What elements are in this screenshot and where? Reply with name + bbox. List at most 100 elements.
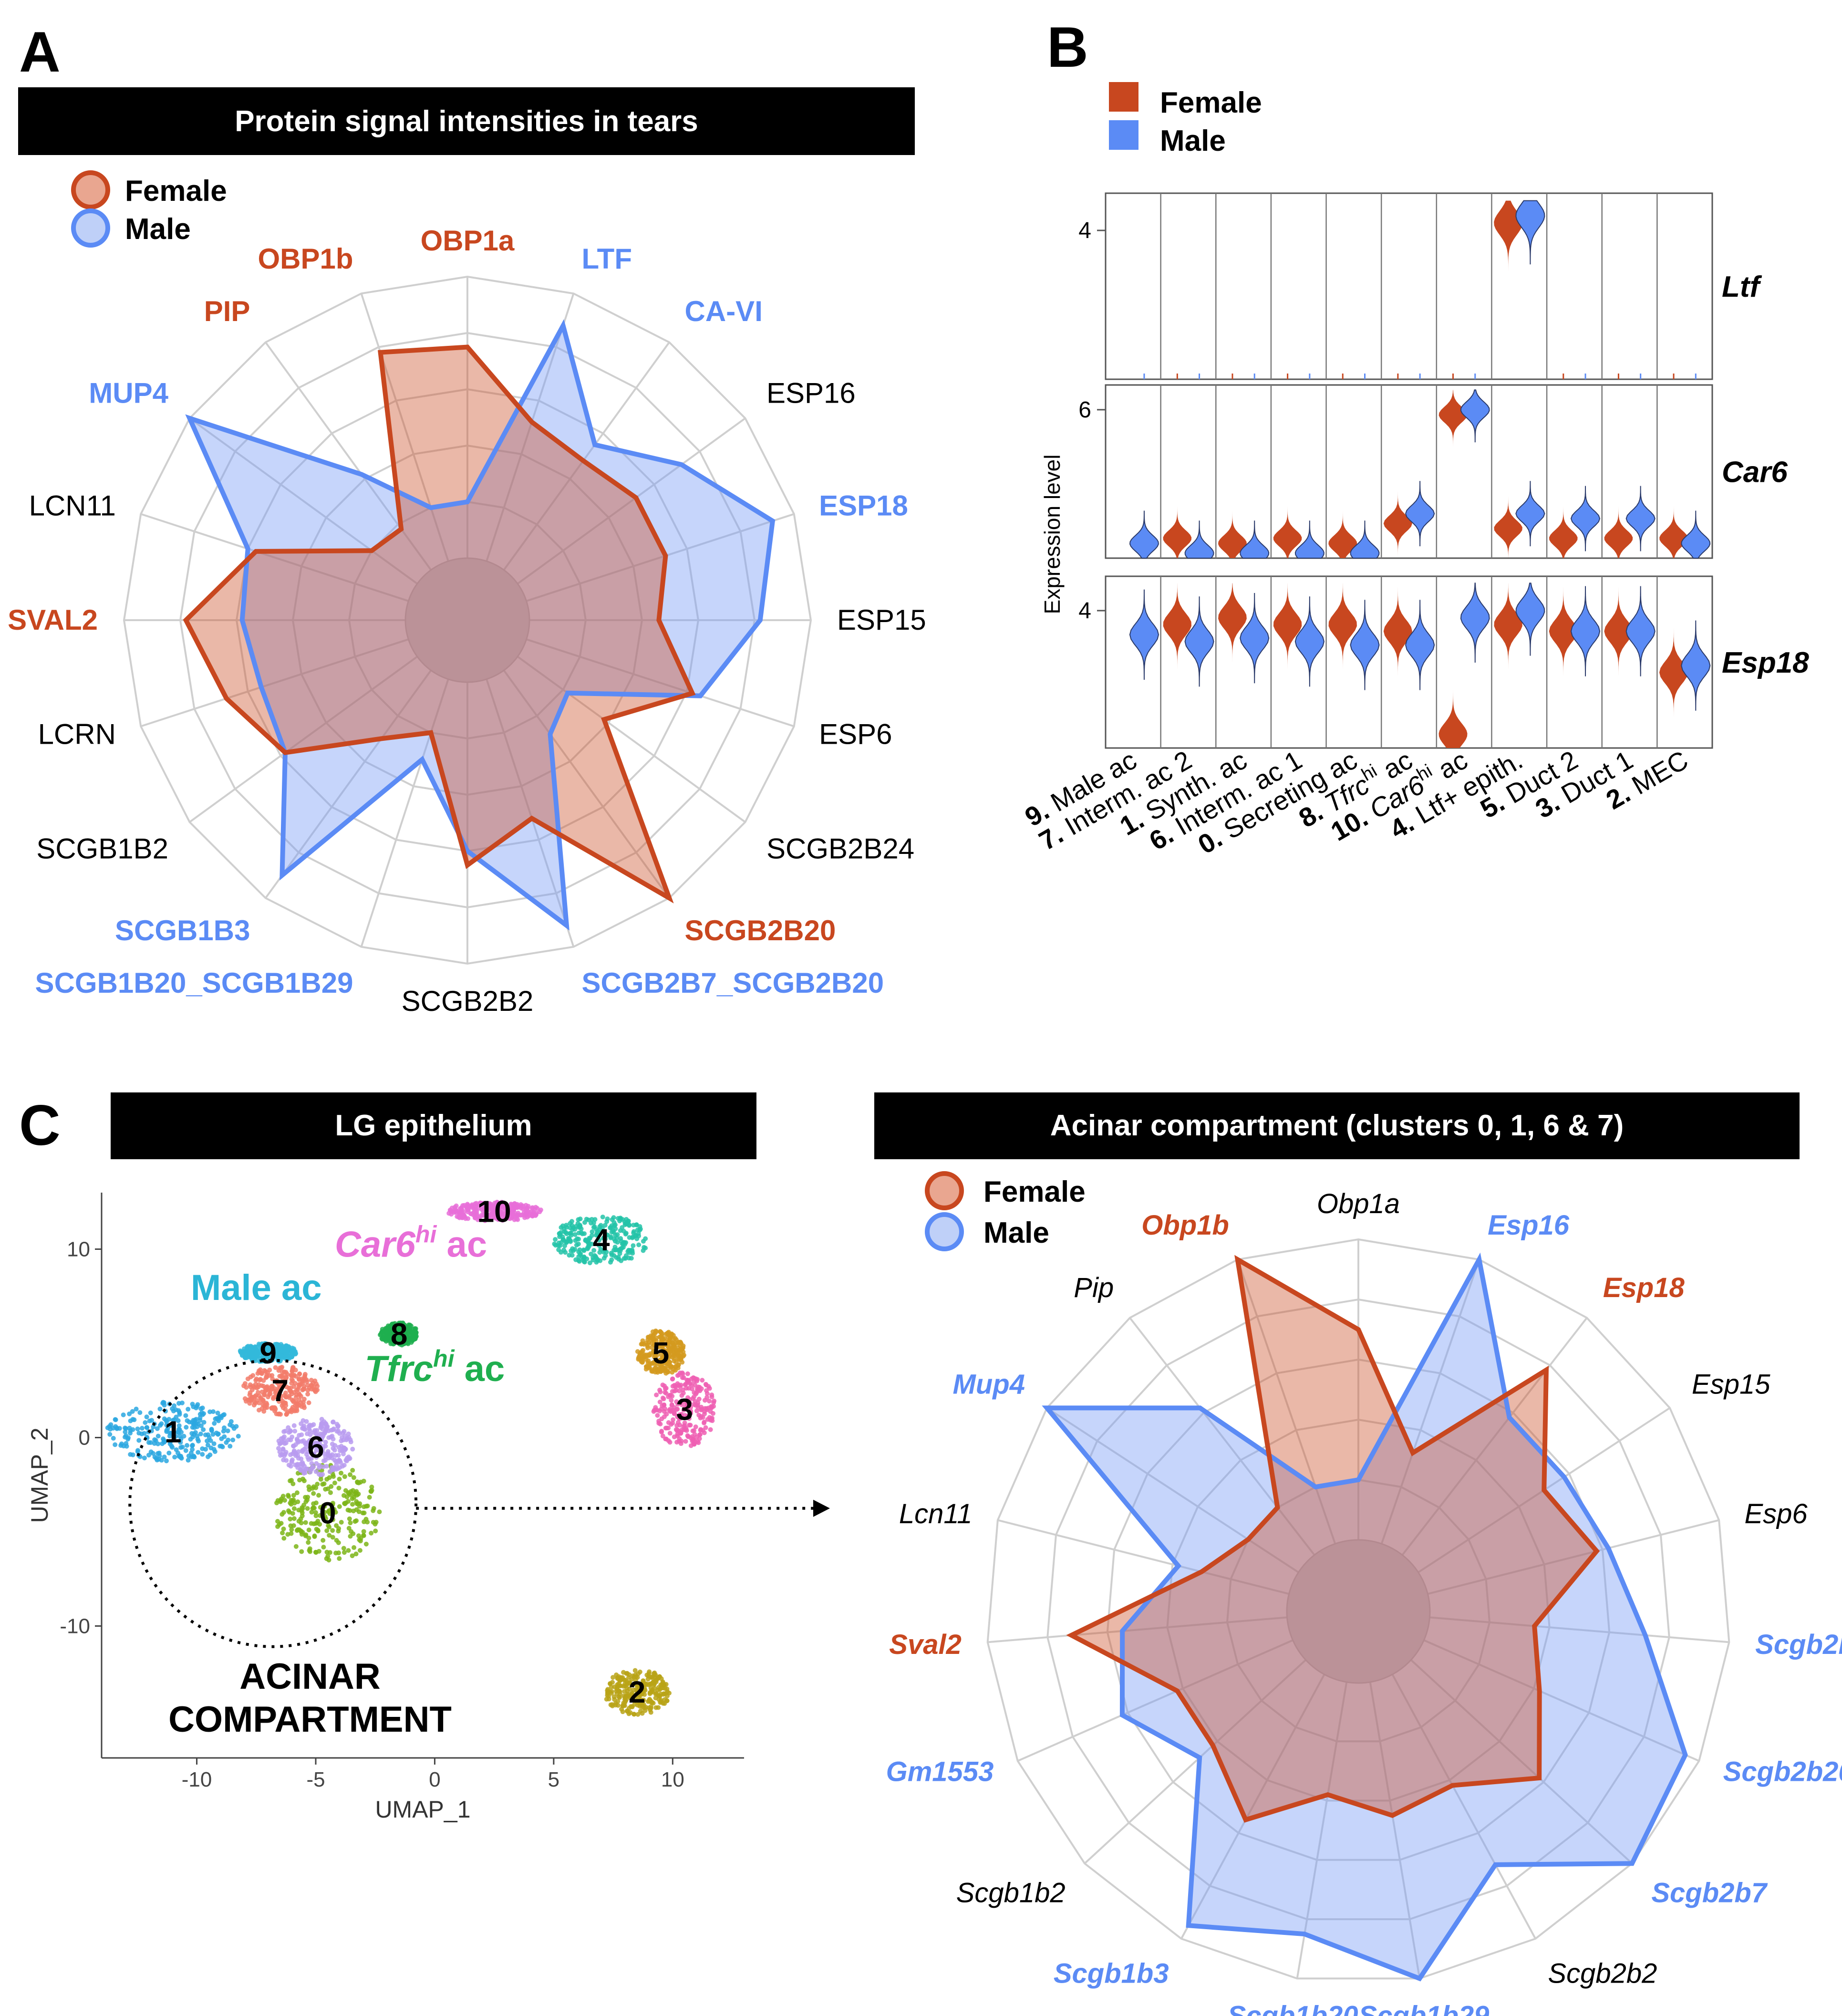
umap-cell	[245, 1397, 250, 1403]
umap-cell	[678, 1431, 683, 1436]
umap-cell	[173, 1434, 178, 1439]
umap-cell	[638, 1708, 643, 1714]
umap-cell	[645, 1699, 651, 1704]
arrow-head-icon	[813, 1499, 830, 1517]
umap-cell	[688, 1405, 693, 1410]
radar-axis-label: SCGB2B7_SCGB2B20	[581, 967, 884, 999]
umap-cell	[675, 1406, 680, 1412]
radar-axis-label: Scgb1b29	[1358, 2001, 1489, 2016]
umap-cell	[684, 1415, 690, 1421]
radar-axis-label: SCGB1B3	[115, 914, 250, 946]
umap-cell	[564, 1223, 569, 1228]
umap-cell	[268, 1388, 273, 1393]
umap-cell	[667, 1341, 673, 1346]
radar-point	[692, 693, 693, 694]
umap-cell	[662, 1402, 667, 1407]
umap-cell	[134, 1406, 139, 1412]
radar-axis-label: CA-VI	[685, 295, 763, 327]
violin-shape	[1604, 506, 1633, 558]
umap-cell	[290, 1397, 295, 1403]
umap-cell	[302, 1446, 307, 1452]
umap-cell	[332, 1443, 338, 1448]
umap-cluster-10	[446, 1199, 543, 1223]
violin-shape	[1218, 583, 1247, 662]
umap-cell	[697, 1436, 702, 1441]
radar-point	[531, 421, 532, 423]
radar-spoke	[360, 293, 449, 561]
violin-y-axis-label: Expression level	[1040, 455, 1065, 614]
umap-cell	[183, 1448, 188, 1453]
umap-cell	[361, 1478, 366, 1484]
umap-cell	[666, 1360, 671, 1365]
umap-cell	[256, 1390, 261, 1395]
umap-cell	[336, 1458, 341, 1464]
umap-cell	[339, 1444, 344, 1449]
umap-cell	[296, 1382, 301, 1387]
umap-cell	[231, 1426, 237, 1431]
radar-point	[681, 464, 682, 465]
umap-cell	[280, 1530, 285, 1536]
radar-axis-label: SCGB1B2	[36, 833, 168, 865]
umap-cell	[575, 1221, 580, 1226]
umap-cell	[334, 1538, 339, 1543]
umap-cell	[300, 1461, 305, 1466]
umap-cell	[274, 1500, 279, 1506]
umap-cell	[200, 1452, 205, 1457]
umap-x-tick-label: -10	[182, 1768, 212, 1791]
umap-cell	[609, 1252, 614, 1257]
radar-axis-label: ESP15	[837, 604, 926, 636]
umap-annotation-car6: Car6hi ac	[335, 1221, 487, 1265]
radar-chart-a: OBP1a LTF CA-VI ESP16 ESP18 ESP15 ESP6 SCGB2B24…	[8, 225, 926, 1017]
umap-cell	[556, 1240, 561, 1246]
umap-cell	[205, 1438, 210, 1444]
umap-cell	[296, 1507, 301, 1513]
umap-cell	[333, 1510, 338, 1515]
umap-cell	[707, 1398, 712, 1403]
umap-cell	[350, 1502, 355, 1507]
umap-cell	[281, 1526, 286, 1531]
umap-cell	[618, 1236, 623, 1241]
radar-point	[1631, 1863, 1633, 1864]
radar-axis-label: Scgb2b20	[1723, 1756, 1842, 1787]
umap-cell	[337, 1476, 342, 1482]
radar-point	[1392, 1815, 1393, 1816]
legend-female-label: Female	[1160, 86, 1262, 119]
umap-cell	[291, 1349, 296, 1354]
umap-cell	[325, 1449, 331, 1454]
radar-point	[371, 550, 373, 551]
umap-cell	[304, 1419, 309, 1424]
annotation-tail: ac	[436, 1224, 487, 1265]
panel-a-header: Protein signal intensities in tears	[235, 105, 698, 138]
umap-cell	[673, 1364, 678, 1369]
umap-cell	[627, 1250, 632, 1255]
radar-point	[361, 474, 362, 475]
umap-cell	[176, 1401, 182, 1406]
umap-cell	[279, 1354, 285, 1359]
radar-point	[1046, 1407, 1048, 1409]
umap-cell	[249, 1397, 255, 1402]
umap-cell	[610, 1217, 615, 1222]
umap-cell	[261, 1409, 267, 1414]
umap-cell	[331, 1419, 336, 1424]
umap-cell	[225, 1428, 230, 1434]
radar-axis-label: LCRN	[38, 718, 116, 750]
umap-cell	[162, 1416, 167, 1422]
umap-cell	[381, 1333, 386, 1339]
radar-point	[603, 719, 605, 720]
umap-cell	[597, 1243, 602, 1248]
umap-cell	[589, 1241, 594, 1247]
umap-cell	[363, 1541, 369, 1547]
umap-cell	[652, 1342, 657, 1348]
umap-cell	[194, 1403, 199, 1409]
umap-cell	[655, 1687, 660, 1693]
legend-female-label: Female	[125, 175, 227, 208]
violin-y-tick-label: 4	[1078, 218, 1091, 243]
umap-cell	[286, 1425, 291, 1430]
umap-cell	[365, 1519, 370, 1525]
umap-cell	[692, 1432, 697, 1437]
umap-cell	[130, 1452, 135, 1457]
umap-cell	[147, 1418, 152, 1424]
umap-cell	[288, 1523, 293, 1528]
panel-a-header-bar	[18, 87, 915, 155]
umap-cell	[653, 1679, 659, 1684]
